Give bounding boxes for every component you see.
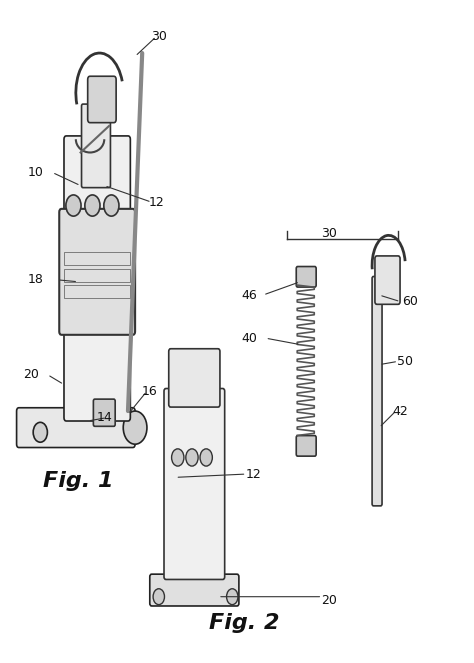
Text: 42: 42: [392, 404, 409, 418]
Text: 16: 16: [141, 385, 157, 398]
Circle shape: [66, 195, 81, 216]
Text: 46: 46: [241, 288, 257, 302]
Circle shape: [104, 195, 119, 216]
Text: 12: 12: [148, 196, 164, 209]
Text: 30: 30: [321, 227, 337, 240]
Circle shape: [85, 195, 100, 216]
Bar: [64, 269, 130, 282]
Circle shape: [123, 411, 147, 444]
Text: 60: 60: [402, 295, 418, 308]
FancyBboxPatch shape: [82, 104, 110, 188]
FancyBboxPatch shape: [64, 136, 130, 421]
Text: 50: 50: [397, 355, 413, 368]
Text: Fig. 2: Fig. 2: [209, 613, 279, 633]
FancyBboxPatch shape: [372, 276, 382, 506]
Text: 18: 18: [27, 273, 44, 286]
Circle shape: [153, 589, 164, 605]
Text: 10: 10: [27, 166, 44, 179]
Circle shape: [200, 449, 212, 466]
FancyBboxPatch shape: [296, 267, 316, 287]
Bar: [64, 252, 130, 265]
Text: 30: 30: [151, 30, 167, 43]
FancyBboxPatch shape: [164, 389, 225, 579]
Circle shape: [172, 449, 184, 466]
Circle shape: [33, 422, 47, 442]
FancyBboxPatch shape: [59, 209, 135, 335]
FancyBboxPatch shape: [88, 76, 116, 123]
Bar: [64, 285, 130, 298]
Text: 20: 20: [321, 593, 337, 607]
FancyBboxPatch shape: [375, 256, 400, 304]
FancyBboxPatch shape: [93, 399, 115, 426]
FancyBboxPatch shape: [296, 436, 316, 456]
Circle shape: [186, 449, 198, 466]
Text: 40: 40: [241, 332, 257, 345]
Text: 20: 20: [23, 368, 39, 381]
Text: Fig. 1: Fig. 1: [43, 471, 113, 491]
Text: 12: 12: [246, 467, 262, 481]
FancyBboxPatch shape: [150, 574, 239, 606]
FancyBboxPatch shape: [169, 349, 220, 407]
Circle shape: [227, 589, 238, 605]
Text: 14: 14: [96, 411, 112, 424]
FancyBboxPatch shape: [17, 408, 135, 448]
